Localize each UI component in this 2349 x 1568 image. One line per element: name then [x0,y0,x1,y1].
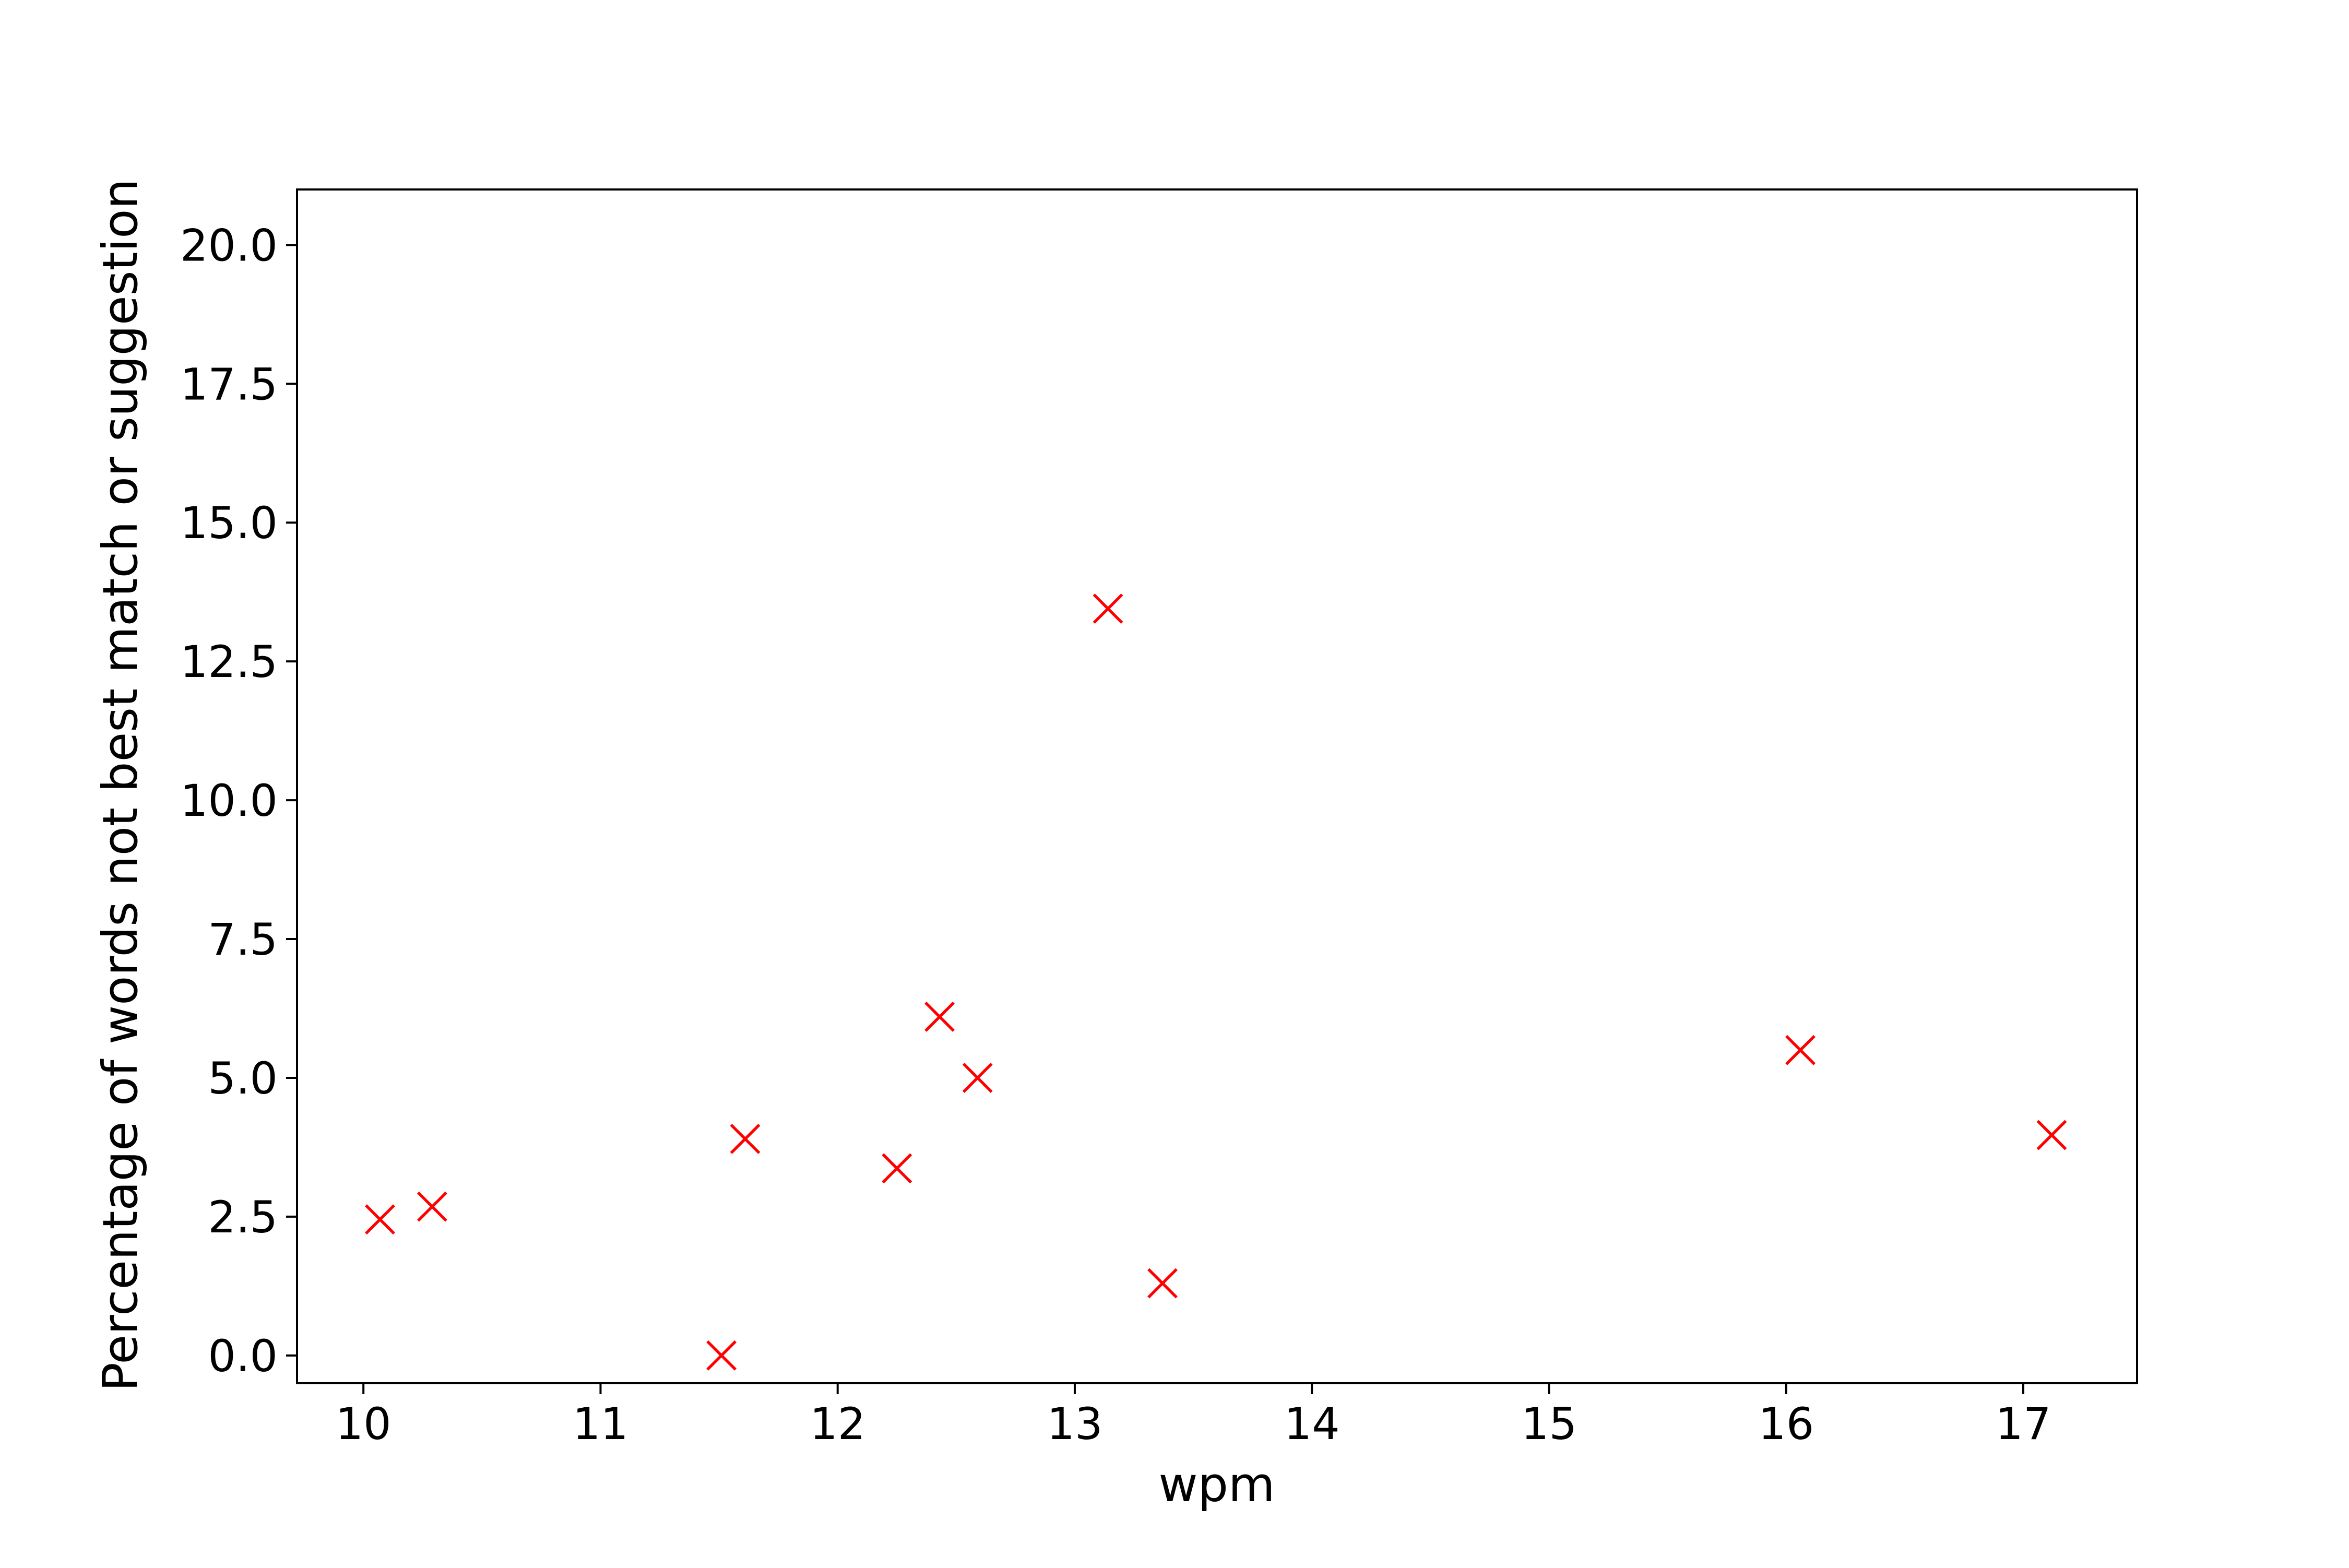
x-tick-label: 13 [1047,1398,1103,1450]
data-point [730,1124,761,1154]
y-tick-label: 20.0 [180,220,278,271]
y-tick-label: 0.0 [208,1331,278,1382]
y-tick-label: 10.0 [180,775,278,826]
data-point [417,1191,447,1222]
x-tick-label: 17 [1996,1398,2051,1450]
x-tick-label: 12 [810,1398,865,1450]
data-point [2036,1120,2067,1150]
y-axis: 0.0 2.5 5.0 7.5 10.0 12.5 15.0 17.5 20.0 [180,220,297,1382]
data-point [882,1153,912,1184]
data-point [706,1340,737,1371]
y-tick-label: 2.5 [208,1192,278,1243]
data-point [365,1204,395,1235]
y-tick-label: 7.5 [208,914,278,965]
plot-frame [296,188,2138,1384]
y-tick-label: 15.0 [180,497,278,549]
data-points [365,593,2067,1371]
x-tick-label: 11 [573,1398,628,1450]
x-axis-label: wpm [1158,1457,1275,1513]
y-tick-label: 17.5 [180,359,278,410]
y-axis-label: Percentage of words not best match or su… [92,179,148,1392]
data-point [962,1063,993,1093]
y-tick-label: 12.5 [180,636,278,687]
data-point [1147,1268,1178,1299]
x-tick-label: 14 [1284,1398,1340,1450]
data-point [1785,1035,1816,1065]
x-tick-label: 15 [1521,1398,1577,1450]
data-point [924,1001,955,1032]
x-tick-label: 16 [1758,1398,1814,1450]
data-point [1093,593,1123,624]
x-tick-label: 10 [336,1398,392,1450]
y-tick-label: 5.0 [208,1053,278,1104]
x-axis: 10 11 12 13 14 15 16 17 [336,1383,2051,1450]
